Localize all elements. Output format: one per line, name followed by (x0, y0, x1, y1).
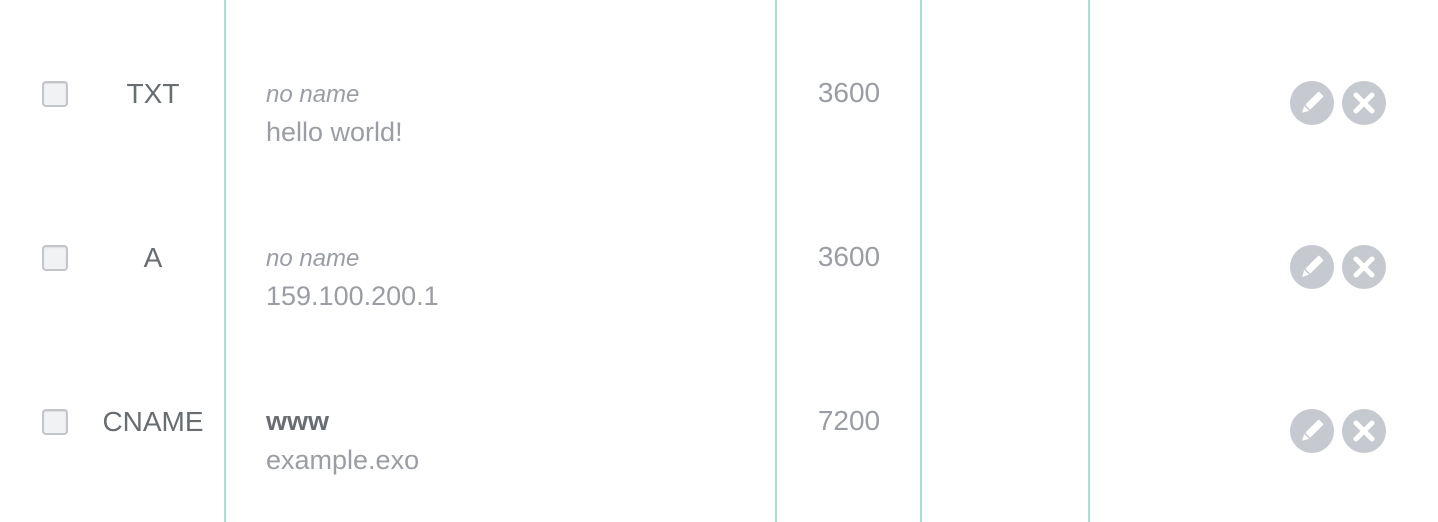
record-name: no name (266, 81, 360, 108)
row-select-checkbox[interactable] (42, 409, 68, 435)
close-icon (1353, 420, 1375, 442)
pencil-icon (1302, 419, 1324, 441)
record-type: CNAME (102, 406, 204, 437)
close-icon (1353, 256, 1375, 278)
delete-record-button[interactable] (1342, 409, 1386, 453)
record-content: hello world! (266, 117, 403, 147)
pencil-icon (1302, 255, 1324, 277)
table-row: A no name 159.100.200.1 3600 (0, 164, 1438, 328)
edit-record-button[interactable] (1290, 409, 1334, 453)
column-divider (775, 0, 777, 522)
close-icon (1353, 92, 1375, 114)
column-divider (1088, 0, 1090, 522)
record-ttl: 3600 (817, 241, 881, 272)
record-content: example.exo (266, 445, 420, 475)
record-name: www (266, 406, 330, 436)
edit-record-button[interactable] (1290, 81, 1334, 125)
table-row: CNAME www example.exo 7200 (0, 328, 1438, 492)
record-type: TXT (126, 78, 180, 109)
record-ttl: 7200 (817, 405, 881, 436)
record-type: A (143, 242, 163, 273)
record-content: 159.100.200.1 (266, 281, 439, 311)
delete-record-button[interactable] (1342, 81, 1386, 125)
delete-record-button[interactable] (1342, 245, 1386, 289)
column-divider (224, 0, 226, 522)
edit-record-button[interactable] (1290, 245, 1334, 289)
record-name: no name (266, 245, 360, 272)
pencil-icon (1302, 91, 1324, 113)
table-row: TXT no name hello world! 3600 (0, 0, 1438, 164)
row-select-checkbox[interactable] (42, 245, 68, 271)
column-divider (920, 0, 922, 522)
record-ttl: 3600 (817, 77, 881, 108)
row-select-checkbox[interactable] (42, 81, 68, 107)
